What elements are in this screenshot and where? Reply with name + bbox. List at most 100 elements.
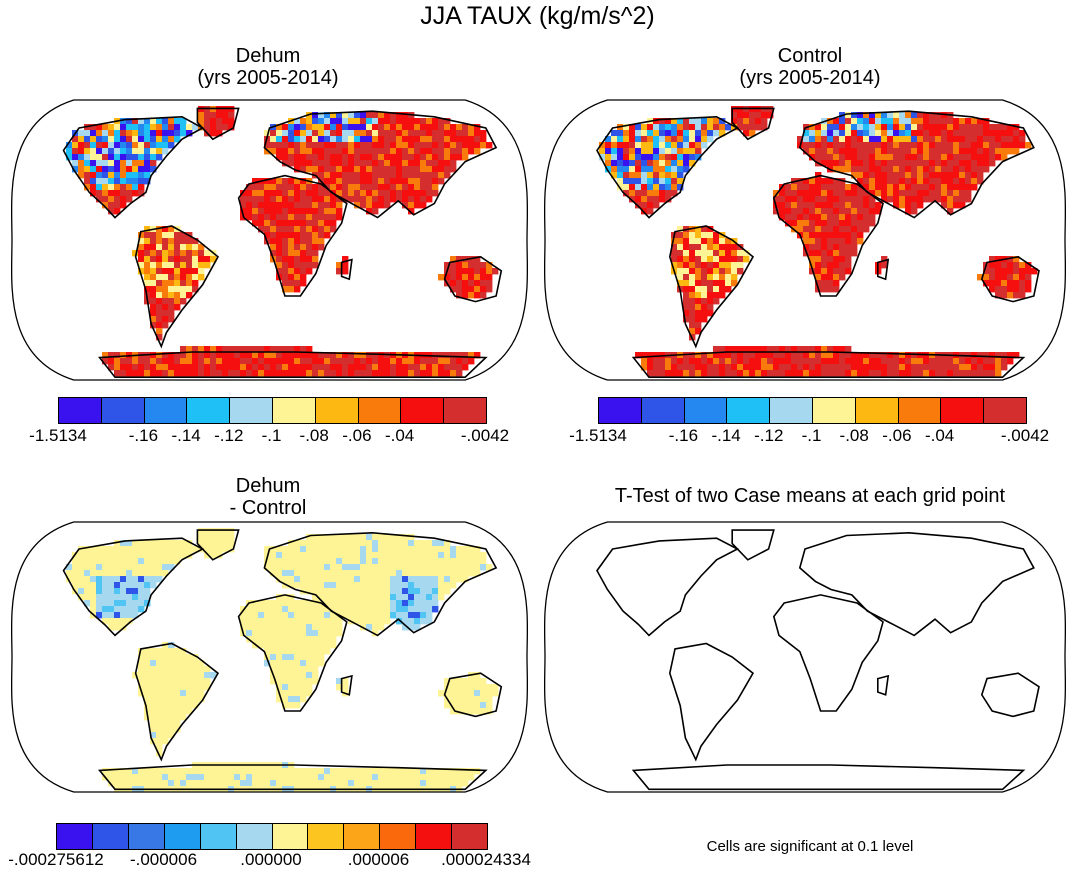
grid-cell <box>995 286 1002 293</box>
grid-cell <box>857 172 864 179</box>
grid-cell <box>390 768 397 775</box>
grid-cell <box>174 298 181 305</box>
grid-cell <box>300 774 307 781</box>
grid-cell <box>905 148 912 155</box>
grid-cell <box>462 774 469 781</box>
grid-cell <box>150 684 157 691</box>
grid-cell <box>372 564 379 571</box>
grid-cell <box>66 576 73 583</box>
grid-cell <box>857 226 864 233</box>
grid-cell <box>821 214 828 221</box>
grid-cell <box>989 352 996 359</box>
grid-cell <box>659 148 666 155</box>
grid-cell <box>965 130 972 137</box>
grid-cell <box>300 600 307 607</box>
grid-cell <box>941 184 948 191</box>
grid-cell <box>312 612 319 619</box>
grid-cell <box>755 112 762 119</box>
grid-cell <box>797 220 804 227</box>
grid-cell <box>959 178 966 185</box>
grid-cell <box>120 358 127 365</box>
grid-cell <box>156 546 163 553</box>
grid-cell <box>779 352 786 359</box>
grid-cell <box>456 370 463 377</box>
grid-cell <box>695 226 702 233</box>
grid-cell <box>258 612 265 619</box>
grid-cell <box>360 540 367 547</box>
grid-cell <box>90 172 97 179</box>
grid-cell <box>192 244 199 251</box>
grid-cell <box>869 166 876 173</box>
grid-cell <box>821 142 828 149</box>
grid-cell <box>959 166 966 173</box>
grid-cell <box>917 142 924 149</box>
grid-cell <box>989 124 996 131</box>
grid-cell <box>396 558 403 565</box>
grid-cell <box>372 594 379 601</box>
grid-cell <box>294 214 301 221</box>
grid-cell <box>821 202 828 209</box>
grid-cell <box>372 570 379 577</box>
grid-cell <box>432 552 439 559</box>
grid-cell <box>312 534 319 541</box>
grid-cell <box>965 142 972 149</box>
grid-cell <box>821 238 828 245</box>
grid-cell <box>114 160 121 167</box>
grid-cell <box>402 370 409 377</box>
grid-cell <box>252 612 259 619</box>
grid-cell <box>174 768 181 775</box>
grid-cell <box>108 558 115 565</box>
grid-cell <box>372 774 379 781</box>
grid-cell <box>815 148 822 155</box>
grid-cell <box>899 166 906 173</box>
grid-cell <box>1001 148 1008 155</box>
grid-cell <box>420 130 427 137</box>
grid-cell <box>462 154 469 161</box>
grid-cell <box>144 262 151 269</box>
grid-cell <box>84 570 91 577</box>
grid-cell <box>288 648 295 655</box>
grid-cell <box>815 154 822 161</box>
grid-cell <box>174 244 181 251</box>
grid-cell <box>240 618 247 625</box>
grid-cell <box>96 160 103 167</box>
grid-cell <box>1001 136 1008 143</box>
grid-cell <box>168 768 175 775</box>
colorbar-swatch <box>444 398 486 423</box>
grid-cell <box>480 274 487 281</box>
grid-cell <box>426 564 433 571</box>
grid-cell <box>701 298 708 305</box>
grid-cell <box>306 576 313 583</box>
grid-cell <box>833 364 840 371</box>
grid-cell <box>414 558 421 565</box>
grid-cell <box>84 546 91 553</box>
grid-cell <box>162 714 169 721</box>
grid-cell <box>725 352 732 359</box>
grid-cell <box>839 370 846 377</box>
grid-cell <box>132 546 139 553</box>
grid-cell <box>845 124 852 131</box>
grid-cell <box>695 304 702 311</box>
grid-cell <box>120 570 127 577</box>
colorbar-swatch <box>812 398 856 423</box>
grid-cell <box>294 370 301 377</box>
grid-cell <box>198 244 205 251</box>
grid-cell <box>857 370 864 377</box>
grid-cell <box>180 540 187 547</box>
grid-cell <box>438 780 445 787</box>
grid-cell <box>264 618 271 625</box>
grid-cell <box>168 660 175 667</box>
grid-cell <box>300 190 307 197</box>
grid-cell <box>270 636 277 643</box>
grid-cell <box>384 172 391 179</box>
grid-cell <box>204 528 211 535</box>
grid-cell <box>150 546 157 553</box>
grid-cell <box>420 594 427 601</box>
grid-cell <box>438 154 445 161</box>
grid-cell <box>138 576 145 583</box>
grid-cell <box>282 768 289 775</box>
grid-cell <box>348 576 355 583</box>
grid-cell <box>857 178 864 185</box>
grid-cell <box>204 540 211 547</box>
grid-cell <box>132 160 139 167</box>
